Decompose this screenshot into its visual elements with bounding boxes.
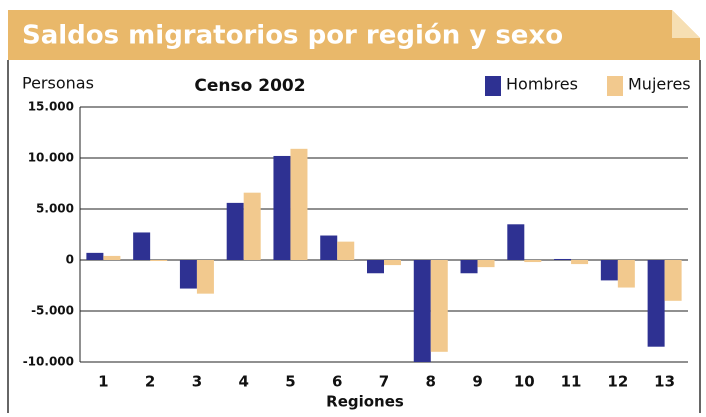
y-tick-label: 5.000 xyxy=(36,202,74,216)
y-axis-label: Personas xyxy=(22,74,94,93)
banner-fold xyxy=(672,10,700,38)
bar xyxy=(430,260,448,352)
x-tick-label: 3 xyxy=(192,373,202,391)
x-tick-label: 10 xyxy=(514,373,535,391)
bar xyxy=(226,202,244,260)
bar xyxy=(571,260,589,265)
y-tick-label: 0 xyxy=(66,253,74,267)
y-tick-label: 10.000 xyxy=(28,151,74,165)
y-tick-label: -10.000 xyxy=(23,355,74,369)
bar xyxy=(367,260,384,274)
bar xyxy=(524,260,542,263)
bar xyxy=(103,255,121,260)
x-tick-label: 1 xyxy=(98,373,108,391)
chart-subtitle: Censo 2002 xyxy=(194,76,305,96)
bar xyxy=(133,232,151,260)
bar xyxy=(337,241,355,260)
title-banner xyxy=(8,10,700,60)
x-tick-label: 5 xyxy=(285,373,295,391)
y-tick-label: -5.000 xyxy=(31,304,74,318)
x-tick-label: 12 xyxy=(607,373,628,391)
chart-title: Saldos migratorios por región y sexo xyxy=(22,21,563,51)
bar xyxy=(196,260,214,294)
x-tick-label: 6 xyxy=(332,373,342,391)
bar xyxy=(507,224,525,260)
bar xyxy=(647,260,665,347)
bar xyxy=(384,260,401,266)
x-tick-label: 8 xyxy=(426,373,436,391)
bar xyxy=(600,260,618,281)
bar xyxy=(243,192,261,260)
legend-label: Hombres xyxy=(506,75,578,94)
bar xyxy=(413,260,431,362)
x-tick-label: 4 xyxy=(238,373,248,391)
bar xyxy=(554,258,572,260)
bar xyxy=(150,260,168,262)
bar xyxy=(273,155,291,260)
bar xyxy=(320,235,338,260)
bar xyxy=(86,252,104,260)
bar xyxy=(290,148,308,260)
x-tick-label: 7 xyxy=(379,373,389,391)
bar xyxy=(477,260,495,268)
legend-swatch xyxy=(607,76,623,96)
x-tick-label: 11 xyxy=(561,373,582,391)
x-tick-label: 13 xyxy=(654,373,675,391)
bar xyxy=(460,260,478,274)
bar xyxy=(617,260,635,288)
bar xyxy=(664,260,682,301)
x-tick-label: 2 xyxy=(145,373,155,391)
legend-label: Mujeres xyxy=(628,75,691,94)
x-axis-label: Regiones xyxy=(326,393,404,411)
legend-swatch xyxy=(485,76,501,96)
y-tick-label: 15.000 xyxy=(28,100,74,114)
x-tick-label: 9 xyxy=(472,373,482,391)
bar xyxy=(179,260,197,289)
